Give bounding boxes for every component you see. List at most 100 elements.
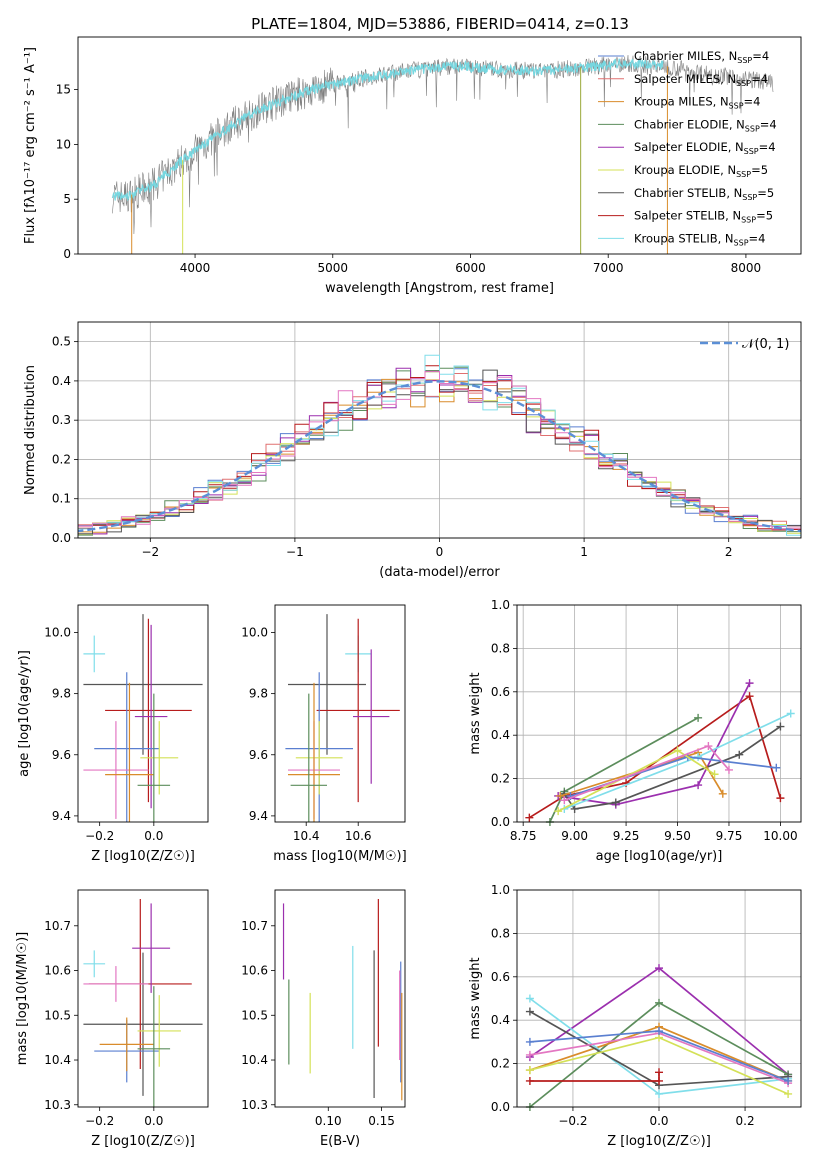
y-tick-label: 0.2 — [491, 772, 510, 786]
normal-curve — [78, 380, 801, 533]
weight-marker — [525, 1076, 534, 1085]
y-tick-label: 1.0 — [491, 598, 510, 612]
x-tick-label: 9.00 — [561, 829, 588, 843]
legend-label: Salpeter ELODIE, NSSP=4 — [634, 140, 776, 156]
weight-marker — [694, 752, 703, 761]
x-tick-label: 10.00 — [763, 829, 797, 843]
weight-marker — [776, 722, 785, 731]
x-tick-label: 7000 — [593, 261, 624, 275]
x-tick-label: 6000 — [455, 261, 486, 275]
legend-label: Kroupa STELIB, NSSP=4 — [634, 231, 765, 247]
x-tick-label: 10.6 — [345, 829, 372, 843]
legend-label: Chabrier ELODIE, NSSP=4 — [634, 117, 777, 133]
axes-ebv-mass: 0.10 0.15 10.3 10.4 10.5 10.6 10.7 E(B-V) — [241, 919, 395, 1149]
axes-frame — [516, 604, 802, 823]
x-tick-label: 0.0 — [144, 1114, 163, 1128]
weight-marker — [655, 1027, 663, 1036]
x-axis-label: Z [log10(Z/Z☉)] — [607, 1134, 711, 1149]
x-tick-label: −1 — [286, 545, 304, 559]
weight-marker — [694, 781, 703, 790]
axes-frame — [77, 604, 209, 823]
y-tick-label: 10.4 — [241, 1053, 268, 1067]
y-tick-label: 0.6 — [491, 970, 510, 984]
y-tick-label: 9.4 — [249, 809, 268, 823]
legend-label: 𝒩(0, 1) — [742, 337, 789, 352]
y-tick-label: 0.4 — [491, 728, 510, 742]
legend-label: Chabrier MILES, NSSP=4 — [634, 49, 769, 65]
y-tick-label: 9.8 — [52, 687, 71, 701]
y-axis-label: Normed distribution — [23, 365, 38, 495]
weight-marker — [554, 807, 563, 816]
x-tick-label: 2 — [725, 545, 733, 559]
weight-marker — [525, 1050, 534, 1059]
y-tick-label: 10 — [56, 137, 71, 151]
weight-marker — [655, 964, 663, 973]
weight-marker — [745, 679, 754, 688]
legend-label: Kroupa ELODIE, NSSP=5 — [634, 163, 768, 179]
y-axis-label: mass weight — [468, 672, 483, 754]
spectrum-legend: Chabrier MILES, NSSP=4 Salpeter MILES, NS… — [598, 49, 777, 247]
weight-marker — [525, 1066, 534, 1075]
y-tick-label: 0.5 — [52, 335, 71, 349]
axes-z-mass: −0.2 0.0 10.3 10.4 10.5 10.6 10.7 Z [log10(Z/Z☉… — [15, 919, 195, 1149]
x-axis-label: mass [log10(M/M☉)] — [273, 849, 406, 864]
weight-marker — [655, 1089, 663, 1098]
y-tick-label: 0.6 — [491, 685, 510, 699]
x-axis-label: Z [log10(Z/Z☉)] — [91, 1134, 195, 1149]
legend-label: Salpeter STELIB, NSSP=5 — [634, 209, 773, 225]
y-tick-label: 0.2 — [52, 452, 71, 466]
weight-marker — [560, 796, 569, 805]
axes-frame — [77, 889, 209, 1108]
x-tick-label: 0.2 — [736, 1114, 755, 1128]
y-tick-label: 0.0 — [491, 815, 510, 829]
weight-marker — [570, 804, 579, 813]
x-tick-label: 10.4 — [293, 829, 320, 843]
x-tick-label: −0.2 — [85, 1114, 114, 1128]
y-tick-label: 0.8 — [491, 641, 510, 655]
errorbars-mass-age — [285, 614, 400, 822]
x-axis-label: wavelength [Angstrom, rest frame] — [325, 281, 554, 296]
weight-lines-age-weight — [525, 679, 795, 826]
axes-frame — [77, 36, 802, 255]
histograms — [78, 354, 801, 538]
weight-marker — [525, 1037, 534, 1046]
weight-marker — [786, 709, 795, 718]
weight-marker — [745, 692, 754, 701]
x-axis-label: age [log10(age/yr)] — [596, 849, 723, 864]
x-tick-label: 9.75 — [716, 829, 743, 843]
y-tick-label: 0.2 — [491, 1057, 510, 1071]
x-tick-label: 9.25 — [613, 829, 640, 843]
x-tick-label: 0.0 — [144, 829, 163, 843]
y-tick-label: 10.6 — [44, 964, 71, 978]
legend-label: Chabrier STELIB, NSSP=5 — [634, 186, 774, 202]
y-tick-label: 9.8 — [249, 687, 268, 701]
spectrum-traces — [111, 54, 774, 254]
y-tick-label: 0.8 — [491, 926, 510, 940]
axes-age-weight: 8.75 9.00 9.25 9.50 9.75 10.00 0.0 0.2 0.4 0.6 0.8… — [468, 598, 801, 864]
y-tick-label: 9.4 — [52, 809, 71, 823]
x-tick-label: 0.0 — [649, 1114, 668, 1128]
weight-marker — [556, 791, 565, 800]
y-tick-label: 10.0 — [241, 626, 268, 640]
weight-marker — [694, 713, 703, 722]
y-axis-label: mass [log10(M/M☉)] — [15, 932, 30, 1065]
y-tick-label: 10.6 — [241, 964, 268, 978]
errorbars-ebv-mass — [282, 898, 403, 1101]
y-tick-label: 10.7 — [44, 919, 71, 933]
weight-marker — [724, 765, 733, 774]
weight-lines-z-weight — [525, 964, 793, 1111]
y-tick-label: 10.5 — [44, 1008, 71, 1022]
legend-label: Salpeter MILES, NSSP=4 — [634, 72, 768, 88]
weight-marker — [525, 813, 534, 822]
weight-marker — [655, 998, 663, 1007]
y-tick-label: 9.6 — [249, 748, 268, 762]
axes-residuals: −2 −1 0 1 2 0.0 0.1 0.2 0.3 0.4 0.5 (data-model)/er… — [23, 322, 801, 580]
weight-marker — [776, 794, 785, 803]
model-spectrum — [111, 58, 664, 202]
axes-z-weight: −0.2 0.0 0.2 0.0 0.2 0.4 0.6 0.8 1.0 Z [log10(Z/Z… — [468, 883, 801, 1149]
x-tick-label: 0.15 — [368, 1114, 395, 1128]
weight-marker — [525, 1007, 534, 1016]
x-tick-label: 4000 — [180, 261, 211, 275]
weight-marker — [673, 746, 682, 755]
